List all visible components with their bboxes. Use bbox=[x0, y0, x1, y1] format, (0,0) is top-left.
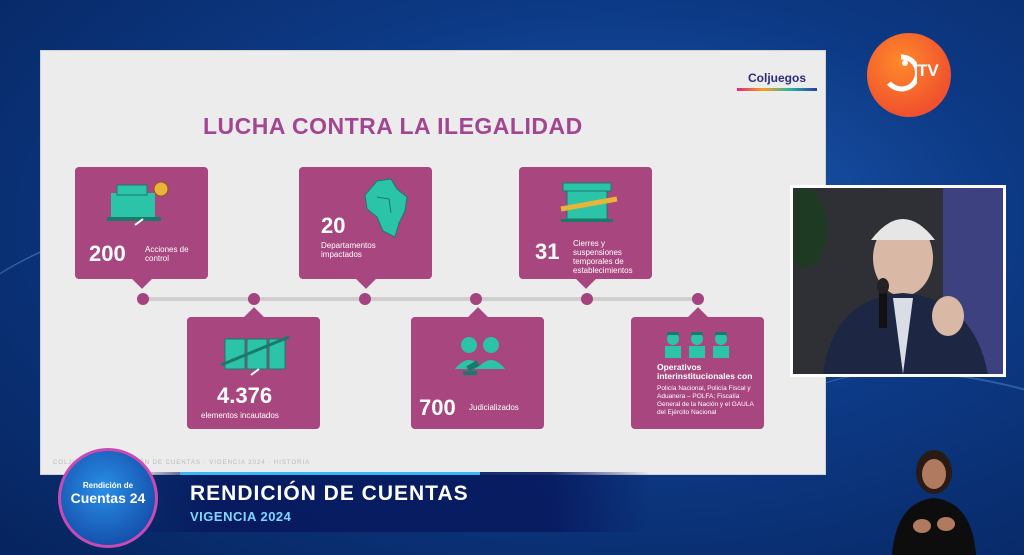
timeline-dot bbox=[692, 293, 704, 305]
sign-language-interpreter bbox=[892, 450, 976, 555]
confiscated-items-icon bbox=[221, 335, 290, 376]
timeline-line bbox=[141, 297, 701, 301]
slide-footer: COLJUEGOS · RENDICIÓN DE CUENTAS · VIGEN… bbox=[53, 460, 311, 466]
brand-name: Coljuegos bbox=[747, 71, 806, 85]
stat-card-judicialized: 700 Judicializados bbox=[411, 307, 544, 429]
stat-label: Acciones de control bbox=[145, 245, 189, 263]
machine-seized-icon bbox=[107, 181, 169, 226]
stat-card-closures: 31 Cierres y suspensiones temporales de … bbox=[519, 167, 652, 289]
stat-label: Departamentos impactados bbox=[321, 241, 376, 259]
channel-swirl-icon bbox=[887, 54, 917, 92]
officers-icon bbox=[665, 332, 729, 358]
channel-logo-text: TV bbox=[917, 61, 939, 80]
badge-line1: Rendición de bbox=[82, 481, 134, 490]
slide-title: LUCHA CONTRA LA ILEGALIDAD bbox=[203, 113, 583, 139]
stat-number: 31 bbox=[535, 239, 560, 264]
speaker-image bbox=[793, 188, 1003, 374]
channel-logo: TV bbox=[867, 33, 951, 117]
lower-third: RENDICIÓN DE CUENTAS VIGENCIA 2024 bbox=[150, 472, 650, 532]
stat-label: Judicializados bbox=[469, 403, 519, 412]
stat-number: 700 bbox=[419, 395, 456, 420]
timeline-dot bbox=[137, 293, 149, 305]
colombia-map-icon bbox=[364, 178, 408, 238]
badge-line2: Cuentas 24 bbox=[70, 490, 146, 506]
timeline-dot bbox=[470, 293, 482, 305]
coljuegos-logo: Coljuegos bbox=[737, 71, 817, 91]
rendicion-cuentas-badge: Rendición de Cuentas 24 bbox=[58, 448, 158, 548]
timeline-dot bbox=[359, 293, 371, 305]
stat-card-operations: Operativos interinstitucionales con Poli… bbox=[631, 307, 764, 429]
brand-color-bar bbox=[737, 88, 817, 91]
lower-third-subtitle: VIGENCIA 2024 bbox=[190, 509, 292, 524]
speaker-video bbox=[790, 185, 1006, 377]
people-gavel-icon bbox=[455, 337, 505, 375]
lower-third-accent bbox=[180, 472, 480, 475]
timeline-dot bbox=[248, 293, 260, 305]
closed-establishment-icon bbox=[560, 182, 618, 222]
stat-card-actions: 200 Acciones de control bbox=[75, 167, 208, 289]
presentation-slide: Coljuegos LUCHA CONTRA LA ILEGALIDAD 200… bbox=[40, 50, 826, 475]
stat-title: Operativos interinstitucionales con bbox=[657, 362, 753, 381]
stat-card-departments: 20 Departamentos impactados bbox=[299, 167, 432, 289]
stat-label: Policía Nacional, Policía Fiscal y Aduan… bbox=[657, 385, 754, 416]
stat-card-confiscated: 4.376 elementos incautados bbox=[187, 307, 320, 429]
lower-third-title: RENDICIÓN DE CUENTAS bbox=[190, 482, 469, 505]
stat-label: Cierres y suspensiones temporales de est… bbox=[573, 239, 633, 275]
stat-number: 4.376 bbox=[217, 383, 273, 408]
stat-label: elementos incautados bbox=[201, 411, 279, 420]
stat-number: 20 bbox=[321, 213, 346, 238]
stat-number: 200 bbox=[89, 241, 126, 266]
timeline-dot bbox=[581, 293, 593, 305]
